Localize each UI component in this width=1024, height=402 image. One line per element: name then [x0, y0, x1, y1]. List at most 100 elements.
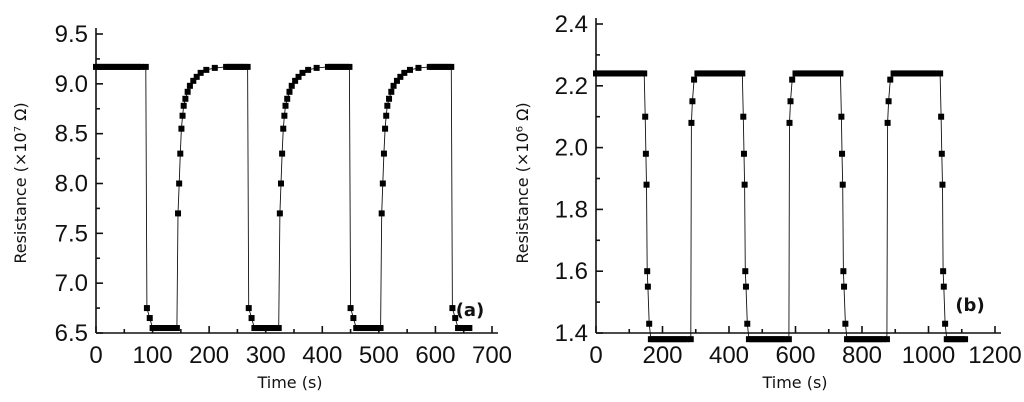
x-tick-label: 400 — [709, 342, 749, 369]
data-point — [186, 82, 193, 89]
data-point — [170, 325, 177, 332]
data-point — [280, 125, 287, 132]
data-point — [644, 268, 651, 275]
data-point — [288, 82, 295, 89]
data-point — [641, 70, 648, 77]
data-point — [415, 64, 422, 71]
data-point — [887, 76, 894, 83]
y-tick-label: 8.0 — [55, 171, 88, 198]
data-point — [350, 315, 357, 322]
data-point — [390, 82, 397, 89]
series-line — [596, 72, 966, 340]
data-point — [377, 325, 384, 332]
data-point — [346, 63, 353, 70]
data-point — [374, 325, 381, 332]
data-point — [885, 98, 892, 105]
x-tick-label: 800 — [842, 342, 882, 369]
data-point — [401, 69, 408, 76]
data-point — [342, 63, 349, 70]
y-tick-label: 8.5 — [55, 121, 88, 148]
data-point — [245, 305, 252, 312]
y-axis-title: Resistance (×10⁷ Ω) — [11, 102, 30, 263]
data-point — [739, 70, 746, 77]
x-tick-label: 400 — [302, 342, 342, 369]
data-point — [197, 69, 204, 76]
data-point — [277, 180, 284, 187]
data-point — [842, 320, 849, 327]
data-point — [397, 73, 404, 80]
data-point — [378, 210, 385, 217]
x-tick-label: 300 — [246, 342, 286, 369]
y-tick-label: 9.0 — [55, 71, 88, 98]
data-point — [175, 210, 182, 217]
data-point — [837, 70, 844, 77]
x-tick-label: 200 — [642, 342, 682, 369]
data-point — [284, 95, 291, 102]
data-point — [742, 268, 749, 275]
data-point — [211, 64, 218, 71]
x-tick-label: 100 — [133, 342, 173, 369]
data-point — [248, 315, 255, 322]
data-point — [687, 336, 694, 343]
data-point — [272, 325, 279, 332]
data-point — [384, 102, 391, 109]
data-point — [932, 70, 939, 77]
data-point — [638, 70, 644, 77]
data-point — [938, 113, 945, 120]
x-tick-label: 0 — [589, 342, 602, 369]
x-tick-label: 0 — [89, 342, 102, 369]
data-point — [452, 315, 459, 322]
chart-panel-b: 0 200 400 600 800 1000 1200 1.4 1.6 1.8 2.0 2.2 2.4 T… — [513, 11, 1022, 392]
data-point — [178, 125, 185, 132]
data-point — [785, 336, 792, 343]
y-tick-label: 2.4 — [555, 11, 588, 38]
data-point — [241, 63, 248, 70]
data-point — [276, 210, 283, 217]
x-tick-label: 700 — [472, 342, 512, 369]
data-point — [180, 102, 187, 109]
data-point — [787, 98, 794, 105]
data-point — [789, 76, 796, 83]
data-point — [689, 98, 696, 105]
data-point — [279, 150, 286, 157]
y-tick-label: 6.5 — [55, 320, 88, 347]
data-point — [449, 305, 456, 312]
data-point — [937, 70, 944, 77]
y-axis-title: Resistance (×10⁶ Ω) — [513, 102, 532, 263]
data-point — [286, 88, 293, 95]
data-point — [177, 150, 184, 157]
data-point — [448, 63, 455, 70]
y-tick-label: 1.8 — [555, 196, 588, 223]
data-point — [940, 283, 947, 290]
data-point — [466, 325, 473, 332]
y-tick-label: 7.5 — [55, 220, 88, 247]
data-point — [179, 112, 186, 119]
y-tick-label: 2.2 — [555, 73, 588, 100]
data-point — [880, 336, 887, 343]
x-tick-label: 500 — [359, 342, 399, 369]
x-tick-label: 600 — [415, 342, 455, 369]
data-point — [884, 119, 891, 126]
data-point — [683, 336, 690, 343]
data-point — [841, 283, 848, 290]
data-point — [644, 283, 651, 290]
chart-panel-a: 0 100 200 300 400 500 600 700 6.5 7.0 7.5 8.0 8.5 9.0… — [11, 21, 512, 392]
data-point — [938, 150, 945, 157]
data-point — [383, 112, 390, 119]
x-axis-title: Time (s) — [761, 373, 827, 392]
data-point — [781, 336, 788, 343]
panel-label: (a) — [456, 300, 485, 321]
data-point — [958, 336, 965, 343]
data-point — [380, 150, 387, 157]
data-point — [138, 63, 144, 70]
data-point — [143, 305, 150, 312]
data-point — [382, 125, 389, 132]
data-point — [182, 95, 189, 102]
x-axis-title: Time (s) — [256, 373, 322, 392]
data-point — [688, 119, 695, 126]
data-point — [940, 268, 947, 275]
data-point — [444, 63, 451, 70]
data-point — [942, 320, 949, 327]
data-point — [393, 77, 400, 84]
